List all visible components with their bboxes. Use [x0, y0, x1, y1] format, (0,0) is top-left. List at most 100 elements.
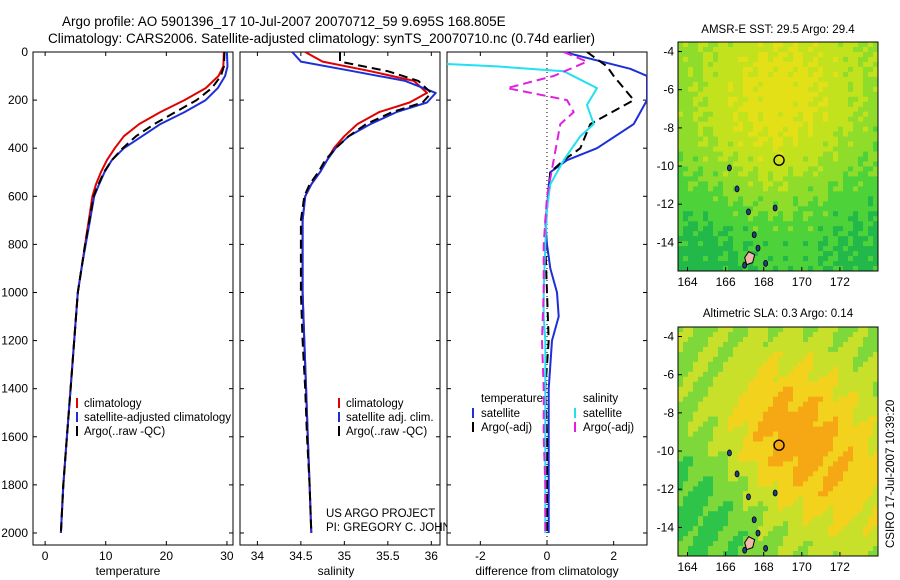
x-tick-label: 36 — [425, 549, 439, 563]
heatmap-cell — [788, 531, 794, 537]
heatmap-cell — [868, 191, 874, 197]
heatmap-cell — [773, 386, 779, 393]
heatmap-cell — [828, 521, 834, 527]
heatmap-cell — [828, 186, 834, 192]
heatmap-cell — [838, 96, 844, 103]
heatmap-cell — [848, 541, 854, 547]
heatmap-cell — [818, 116, 824, 123]
heatmap-cell — [683, 401, 689, 408]
heatmap-cell — [708, 201, 714, 207]
heatmap-cell — [768, 406, 774, 413]
heatmap-cell — [698, 151, 704, 158]
heatmap-cell — [733, 411, 739, 418]
heatmap-cell — [793, 546, 799, 552]
heatmap-cell — [793, 381, 799, 388]
heatmap-cell — [788, 251, 794, 257]
heatmap-cell — [763, 391, 769, 398]
heatmap-cell — [778, 186, 784, 192]
heatmap-cell — [798, 216, 804, 222]
heatmap-cell — [713, 371, 719, 378]
heatmap-cell — [768, 446, 774, 453]
heatmap-cell — [743, 156, 749, 163]
heatmap-cell — [763, 176, 769, 182]
heatmap-cell — [738, 191, 744, 197]
heatmap-cell — [833, 206, 839, 212]
heatmap-cell — [693, 186, 699, 192]
heatmap-cell — [848, 356, 854, 363]
heatmap-cell — [838, 131, 844, 138]
heatmap-cell — [848, 251, 854, 257]
heatmap-cell — [863, 541, 869, 547]
heatmap-cell — [678, 151, 684, 158]
heatmap-cell — [703, 241, 709, 247]
heatmap-cell — [678, 501, 684, 507]
heatmap-cell — [723, 501, 729, 507]
heatmap-cell — [773, 406, 779, 413]
heatmap-cell — [688, 86, 694, 93]
heatmap-cell — [813, 491, 819, 497]
heatmap-cell — [818, 401, 824, 408]
heatmap-cell — [788, 541, 794, 547]
heatmap-cell — [708, 511, 714, 517]
heatmap-cell — [783, 181, 789, 187]
heatmap-cell — [733, 42, 739, 48]
heatmap-cell — [833, 411, 839, 418]
heatmap-cell — [848, 236, 854, 242]
heatmap-cell — [743, 101, 749, 108]
heatmap-cell — [828, 406, 834, 413]
heatmap-cell — [873, 416, 878, 423]
heatmap-cell — [703, 66, 709, 73]
heatmap-cell — [703, 486, 709, 492]
heatmap-cell — [868, 131, 874, 138]
heatmap-cell — [823, 391, 829, 398]
heatmap-cell — [848, 436, 854, 443]
heatmap-cell — [743, 96, 749, 103]
heatmap-cell — [808, 361, 814, 368]
heatmap-cell — [748, 141, 754, 148]
heatmap-cell — [853, 186, 859, 192]
heatmap-cell — [763, 42, 769, 48]
heatmap-cell — [778, 136, 784, 143]
heatmap-cell — [853, 456, 859, 463]
heatmap-cell — [868, 246, 874, 252]
heatmap-cell — [733, 171, 739, 178]
heatmap-cell — [733, 416, 739, 423]
heatmap-cell — [678, 66, 684, 73]
heatmap-cell — [678, 526, 684, 532]
heatmap-cell — [793, 451, 799, 458]
heatmap-cell — [713, 456, 719, 463]
heatmap-cell — [818, 196, 824, 202]
heatmap-cell — [828, 136, 834, 143]
heatmap-cell — [718, 366, 724, 373]
heatmap-cell — [873, 126, 878, 133]
heatmap-cell — [793, 471, 799, 477]
heatmap-cell — [743, 461, 749, 467]
heatmap-cell — [683, 496, 689, 502]
heatmap-cell — [808, 331, 814, 338]
heatmap-cell — [708, 256, 714, 262]
heatmap-cell — [793, 146, 799, 153]
heatmap-cell — [838, 181, 844, 187]
heatmap-cell — [678, 366, 684, 373]
heatmap-cell — [788, 101, 794, 108]
heatmap-cell — [703, 431, 709, 438]
heatmap-cell — [823, 491, 829, 497]
heatmap-cell — [788, 346, 794, 353]
heatmap-cell — [743, 251, 749, 257]
heatmap-cell — [728, 106, 734, 113]
heatmap-cell — [783, 176, 789, 182]
heatmap-cell — [693, 461, 699, 467]
heatmap-cell — [778, 46, 784, 53]
heatmap-cell — [678, 396, 684, 403]
heatmap-cell — [758, 431, 764, 438]
heatmap-cell — [778, 551, 784, 556]
heatmap-cell — [778, 216, 784, 222]
heatmap-cell — [698, 191, 704, 197]
heatmap-cell — [678, 546, 684, 552]
heatmap-cell — [813, 461, 819, 467]
heatmap-cell — [803, 396, 809, 403]
heatmap-cell — [773, 181, 779, 187]
heatmap-cell — [848, 181, 854, 187]
heatmap-cell — [793, 151, 799, 158]
heatmap-cell — [823, 56, 829, 63]
